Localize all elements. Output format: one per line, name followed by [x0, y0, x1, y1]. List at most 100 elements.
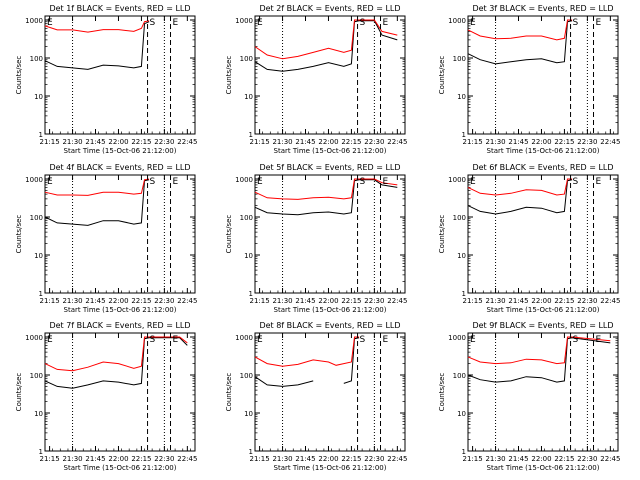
x-axis-label: Start Time (15-Oct-06 21:12:00): [274, 147, 387, 155]
x-tick-label: 22:15: [554, 138, 574, 146]
y-tick-label: 10: [34, 252, 43, 260]
marker-label-e: E: [173, 335, 179, 345]
x-tick-label: 21:15: [249, 297, 269, 305]
series-line-events: [44, 179, 150, 226]
y-axis-label: Counts/sec: [15, 215, 23, 254]
plot-frame: [467, 15, 619, 135]
panel-det-4: Det 4f BLACK = Events, RED = LLD 1 10 100 10…: [15, 163, 197, 314]
marker-label-start-e: E: [257, 177, 263, 187]
y-tick-label: 100: [453, 55, 466, 63]
x-tick-label: 21:30: [62, 138, 82, 146]
x-tick-label: 22:00: [318, 455, 338, 463]
x-tick-label: 22:00: [108, 455, 128, 463]
marker-label-start-e: E: [470, 177, 476, 187]
marker-label-start-e: E: [257, 18, 263, 28]
marker-label-start-e: E: [470, 335, 476, 345]
x-tick-label: 21:30: [272, 455, 292, 463]
series-line-events: [44, 337, 188, 389]
marker-label-s: S: [573, 18, 579, 28]
x-tick-label: 22:30: [577, 455, 597, 463]
y-tick-label: 1000: [25, 334, 43, 342]
series-line-lld: [44, 178, 150, 196]
x-tick-label: 22:30: [364, 455, 384, 463]
x-tick-label: 21:45: [508, 297, 528, 305]
y-tick-label: 1000: [235, 17, 253, 25]
series-line-lld: [467, 178, 573, 196]
marker-label-start-e: E: [470, 18, 476, 28]
x-tick-label: 21:30: [272, 297, 292, 305]
panel-title: Det 6f BLACK = Events, RED = LLD: [472, 163, 613, 172]
series-line-lld: [467, 336, 611, 365]
y-axis-label: Counts/sec: [15, 373, 23, 412]
x-tick-label: 21:30: [485, 455, 505, 463]
x-tick-label: 21:15: [39, 297, 59, 305]
x-tick-label: 21:15: [39, 455, 59, 463]
panel-det-5: Det 5f BLACK = Events, RED = LLD 1 10 100 10…: [225, 163, 407, 314]
panel-det-8: Det 8f BLACK = Events, RED = LLD 1 10 100 10…: [225, 321, 407, 472]
y-tick-label: 1000: [25, 176, 43, 184]
marker-label-s: S: [573, 177, 579, 187]
marker-label-e: E: [596, 18, 602, 28]
panel-title: Det 8f BLACK = Events, RED = LLD: [259, 321, 400, 330]
series-line-events: [467, 20, 573, 65]
y-axis-label: Counts/sec: [438, 56, 446, 95]
x-tick-label: 22:45: [177, 297, 197, 305]
y-tick-label: 1000: [25, 17, 43, 25]
y-tick-label: 10: [34, 93, 43, 101]
plot-frame: [254, 15, 406, 135]
x-tick-label: 21:45: [295, 455, 315, 463]
y-tick-label: 1: [462, 131, 466, 139]
y-tick-label: 1: [39, 131, 43, 139]
x-tick-label: 22:45: [600, 455, 620, 463]
x-tick-label: 21:45: [295, 138, 315, 146]
panel-title: Det 2f BLACK = Events, RED = LLD: [259, 4, 400, 13]
panel-det-1: Det 1f BLACK = Events, RED = LLD 1 10 100 10…: [15, 4, 197, 155]
marker-label-start-e: E: [257, 335, 263, 345]
y-tick-label: 1000: [448, 176, 466, 184]
y-tick-label: 10: [457, 252, 466, 260]
x-tick-label: 22:15: [341, 138, 361, 146]
series-line-lld: [44, 20, 150, 33]
marker-label-s: S: [573, 335, 579, 345]
plot-frame: [44, 332, 196, 452]
x-tick-label: 22:15: [554, 455, 574, 463]
x-axis-label: Start Time (15-Oct-06 21:12:00): [274, 464, 387, 472]
marker-label-e: E: [383, 335, 389, 345]
y-tick-label: 1: [462, 448, 466, 456]
panel-det-6: Det 6f BLACK = Events, RED = LLD 1 10 100 10…: [438, 163, 620, 314]
x-axis-label: Start Time (15-Oct-06 21:12:00): [487, 147, 600, 155]
y-tick-label: 100: [240, 372, 253, 380]
x-axis-label: Start Time (15-Oct-06 21:12:00): [487, 306, 600, 314]
x-tick-label: 21:15: [249, 455, 269, 463]
panel-title: Det 5f BLACK = Events, RED = LLD: [259, 163, 400, 172]
x-tick-label: 22:45: [600, 138, 620, 146]
x-tick-label: 22:15: [341, 455, 361, 463]
x-tick-label: 21:30: [485, 138, 505, 146]
y-tick-label: 1000: [448, 334, 466, 342]
x-tick-label: 22:00: [531, 138, 551, 146]
x-tick-label: 22:15: [131, 138, 151, 146]
marker-label-s: S: [360, 335, 366, 345]
x-tick-label: 22:30: [364, 297, 384, 305]
x-tick-label: 21:15: [39, 138, 59, 146]
marker-label-e: E: [596, 177, 602, 187]
marker-label-start-e: E: [47, 177, 53, 187]
y-tick-label: 10: [457, 93, 466, 101]
panel-det-2: Det 2f BLACK = Events, RED = LLD 1 10 100 10…: [225, 4, 407, 155]
x-tick-label: 21:15: [462, 297, 482, 305]
x-tick-label: 22:15: [131, 297, 151, 305]
panel-title: Det 7f BLACK = Events, RED = LLD: [49, 321, 190, 330]
y-tick-label: 1: [39, 290, 43, 298]
x-tick-label: 22:15: [131, 455, 151, 463]
series-line-lld: [254, 336, 360, 367]
x-tick-label: 22:30: [577, 297, 597, 305]
plot-frame: [254, 174, 406, 294]
x-axis-label: Start Time (15-Oct-06 21:12:00): [487, 464, 600, 472]
x-tick-label: 21:45: [85, 297, 105, 305]
y-tick-label: 10: [244, 93, 253, 101]
panel-title: Det 9f BLACK = Events, RED = LLD: [472, 321, 613, 330]
series-line-events: [467, 179, 573, 215]
series-line-lld: [467, 19, 573, 41]
x-tick-label: 22:30: [577, 138, 597, 146]
